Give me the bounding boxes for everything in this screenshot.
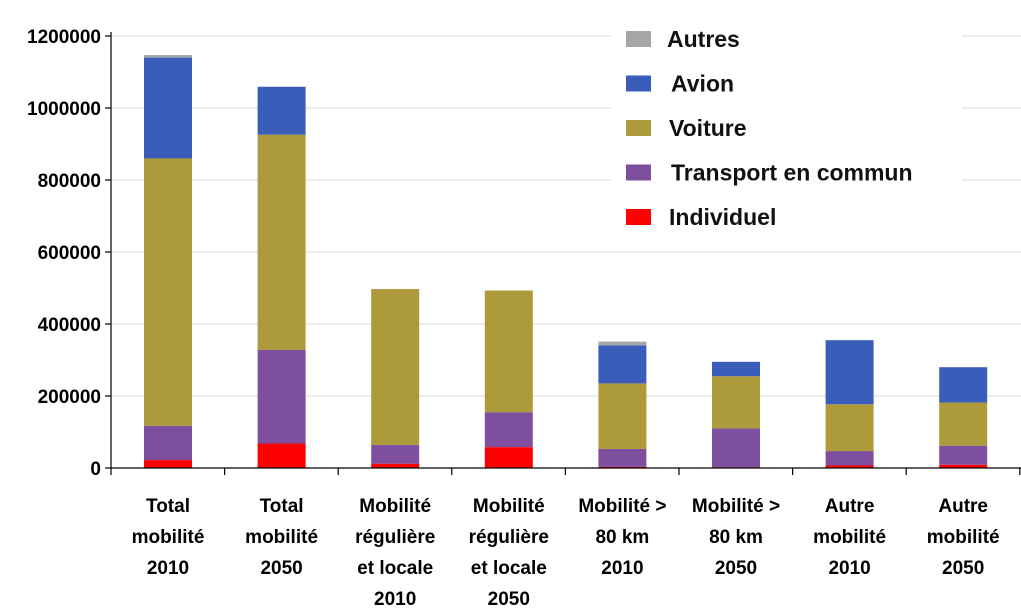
x-category-label-line: mobilité xyxy=(813,527,886,548)
bar-segment-autres xyxy=(144,55,192,58)
x-category-label-line: Total xyxy=(146,496,190,517)
x-category-label-line: et locale xyxy=(471,558,547,579)
y-tick-label: 1000000 xyxy=(27,99,101,120)
x-category-label-line: Mobilité > xyxy=(692,496,780,517)
x-category-label: Total mobilité 2050 xyxy=(245,496,318,579)
y-tick-label: 800000 xyxy=(38,171,101,192)
x-category-label: Mobilité > 80 km 2050 xyxy=(692,496,780,579)
x-category-label: Mobilité régulière et locale 2010 xyxy=(355,496,435,610)
bar-segment-voiture xyxy=(598,383,647,449)
x-category-label-line: mobilité xyxy=(132,527,205,548)
bar-segment-voiture xyxy=(144,158,192,426)
bar-segment-voiture xyxy=(825,404,874,452)
legend-swatch xyxy=(626,209,651,225)
x-category-label-line: 80 km xyxy=(709,527,763,548)
x-category-label-line: régulière xyxy=(469,527,549,548)
legend-label: Autres xyxy=(667,26,740,52)
y-tick-label: 1200000 xyxy=(27,27,101,48)
bars xyxy=(144,55,988,468)
bar-segment-avion xyxy=(257,86,306,135)
legend: Autres Avion Voiture Transport en commun Ind… xyxy=(612,20,962,242)
x-category-label-line: et locale xyxy=(357,558,433,579)
y-tick-label: 600000 xyxy=(38,243,101,264)
y-tick-labels: 0 200000 400000 600000 800000 1000000 1200000 xyxy=(27,27,111,480)
bar-segment-autres xyxy=(598,341,647,346)
x-category-label-line: mobilité xyxy=(927,527,1000,548)
bar-segment-avion xyxy=(939,367,988,403)
legend-swatch xyxy=(626,164,651,181)
bar-segment-transport-en-commun xyxy=(144,425,192,461)
legend-swatch xyxy=(626,120,651,136)
bar-segment-transport-en-commun xyxy=(484,412,533,448)
bar-segment-voiture xyxy=(484,290,533,413)
bar-segment-transport-en-commun xyxy=(371,444,420,464)
bar-segment-transport-en-commun xyxy=(712,428,760,468)
x-category-label: Autre mobilité 2050 xyxy=(927,496,1000,579)
x-category-label-line: 2050 xyxy=(715,558,757,579)
x-category-label-line: 2050 xyxy=(488,589,530,610)
legend-swatch xyxy=(626,31,651,47)
x-category-label-line: Mobilité xyxy=(359,496,431,517)
y-tick-label: 0 xyxy=(90,459,101,480)
bar-segment-transport-en-commun xyxy=(939,445,988,465)
x-category-label-line: régulière xyxy=(355,527,435,548)
x-category-label: Autre mobilité 2010 xyxy=(813,496,886,579)
bar-segment-individuel xyxy=(144,460,192,468)
x-category-label-line: 2050 xyxy=(942,558,984,579)
x-category-label-line: Mobilité > xyxy=(578,496,666,517)
y-tick-label: 400000 xyxy=(38,315,101,336)
bar-segment-transport-en-commun xyxy=(257,349,306,444)
legend-label: Individuel xyxy=(669,204,776,230)
x-category-label-line: Autre xyxy=(825,496,875,517)
legend-box xyxy=(612,20,962,242)
bar-segment-individuel xyxy=(257,443,306,468)
x-category-label-line: 80 km xyxy=(595,527,649,548)
x-category-label-line: Mobilité xyxy=(473,496,545,517)
bar-segment-voiture xyxy=(712,376,760,429)
bar-segment-avion xyxy=(825,340,874,405)
x-category-label-line: Total xyxy=(260,496,304,517)
bar-segment-individuel xyxy=(484,447,533,468)
legend-label: Voiture xyxy=(669,115,747,141)
bar-segment-avion xyxy=(598,345,647,384)
bar-segment-voiture xyxy=(371,289,420,445)
x-category-label-line: Autre xyxy=(938,496,988,517)
y-tick-label: 200000 xyxy=(38,387,101,408)
bar-segment-individuel xyxy=(371,463,420,468)
x-category-label-line: 2010 xyxy=(374,589,416,610)
legend-swatch xyxy=(626,75,651,92)
bar-segment-transport-en-commun xyxy=(598,448,647,467)
axes xyxy=(110,32,1021,475)
legend-label: Avion xyxy=(671,71,734,97)
x-category-label: Total mobilité 2010 xyxy=(132,496,205,579)
x-category-label-line: 2010 xyxy=(828,558,870,579)
bar-segment-voiture xyxy=(257,134,306,350)
bar-segment-individuel xyxy=(825,465,874,468)
bar-segment-avion xyxy=(712,361,760,377)
x-category-label-line: 2050 xyxy=(260,558,302,579)
bar-segment-voiture xyxy=(939,402,988,446)
legend-label: Transport en commun xyxy=(671,160,913,186)
x-category-label-line: 2010 xyxy=(601,558,643,579)
bar-segment-avion xyxy=(144,57,192,159)
x-category-label-line: 2010 xyxy=(147,558,189,579)
bar-segment-individuel xyxy=(939,464,988,468)
x-category-label: Mobilité > 80 km 2010 xyxy=(578,496,666,579)
x-category-label: Mobilité régulière et locale 2050 xyxy=(469,496,549,610)
bar-segment-transport-en-commun xyxy=(825,451,874,466)
x-category-label-line: mobilité xyxy=(245,527,318,548)
